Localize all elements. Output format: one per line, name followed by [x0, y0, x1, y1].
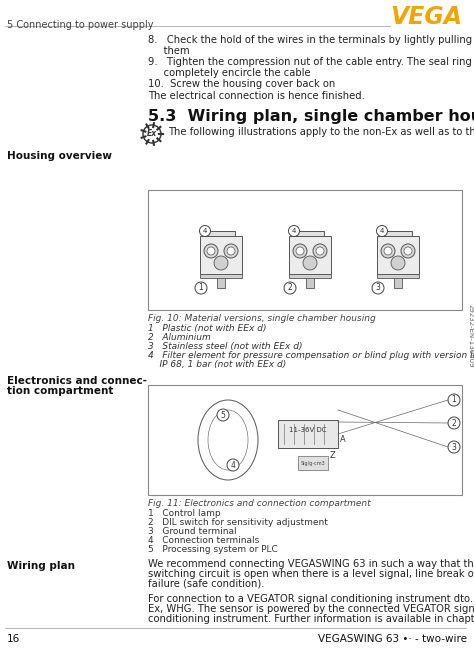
- Text: VEGASWING 63 •· - two-wire: VEGASWING 63 •· - two-wire: [318, 634, 467, 644]
- Circle shape: [207, 247, 215, 255]
- Bar: [200, 236, 242, 274]
- Text: 4: 4: [292, 228, 296, 234]
- Text: 5.3  Wiring plan, single chamber housing: 5.3 Wiring plan, single chamber housing: [148, 109, 474, 124]
- Text: 2: 2: [452, 419, 456, 427]
- Circle shape: [448, 394, 460, 406]
- Text: conditioning instrument. Further information is available in chapter: conditioning instrument. Further informa…: [148, 614, 474, 624]
- Text: 10.  Screw the housing cover back on: 10. Screw the housing cover back on: [148, 79, 335, 89]
- Text: Fig. 10: Material versions, single chamber housing: Fig. 10: Material versions, single chamb…: [148, 314, 376, 323]
- Circle shape: [376, 226, 388, 237]
- Text: completely encircle the cable: completely encircle the cable: [148, 68, 310, 78]
- Bar: [296, 231, 324, 247]
- Circle shape: [401, 244, 415, 258]
- Text: Wiring plan: Wiring plan: [7, 561, 75, 571]
- Circle shape: [372, 282, 384, 294]
- Bar: [394, 274, 402, 288]
- Text: 1   Plastic (not with EEx d): 1 Plastic (not with EEx d): [148, 324, 266, 333]
- Circle shape: [204, 244, 218, 258]
- Circle shape: [224, 244, 238, 258]
- Circle shape: [303, 256, 317, 270]
- Text: 3   Ground terminal: 3 Ground terminal: [148, 527, 237, 536]
- Text: Ex: Ex: [147, 130, 157, 138]
- Circle shape: [200, 226, 210, 237]
- Bar: [289, 274, 331, 278]
- Text: failure (safe condition).: failure (safe condition).: [148, 579, 264, 589]
- Circle shape: [448, 441, 460, 453]
- Text: 3: 3: [375, 284, 381, 292]
- Text: 2: 2: [288, 284, 292, 292]
- Text: 5: 5: [220, 411, 226, 419]
- Text: 5 Connecting to power supply: 5 Connecting to power supply: [7, 20, 154, 30]
- Text: Fig. 11: Electronics and connection compartment: Fig. 11: Electronics and connection comp…: [148, 499, 371, 508]
- Circle shape: [296, 247, 304, 255]
- Text: them: them: [148, 46, 190, 56]
- Circle shape: [448, 417, 460, 429]
- Bar: [217, 274, 225, 288]
- Circle shape: [381, 244, 395, 258]
- Text: VEGA: VEGA: [390, 5, 462, 29]
- Bar: [200, 274, 242, 278]
- Text: 9.   Tighten the compression nut of the cable entry. The seal ring must: 9. Tighten the compression nut of the ca…: [148, 57, 474, 67]
- Circle shape: [313, 244, 327, 258]
- Bar: [148, 190, 462, 310]
- Text: For connection to a VEGATOR signal conditioning instrument dto.: For connection to a VEGATOR signal condi…: [148, 594, 473, 604]
- Text: Housing overview: Housing overview: [7, 151, 112, 161]
- Text: The electrical connection is hence finished.: The electrical connection is hence finis…: [148, 91, 365, 101]
- Text: tion compartment: tion compartment: [7, 386, 113, 396]
- Text: 4: 4: [203, 228, 207, 234]
- Text: Z: Z: [330, 450, 336, 460]
- Text: 1   Control lamp: 1 Control lamp: [148, 509, 220, 518]
- Text: We recommend connecting VEGASWING 63 in such a way that the: We recommend connecting VEGASWING 63 in …: [148, 559, 474, 569]
- Text: A: A: [340, 435, 346, 444]
- Text: 11-36V DC: 11-36V DC: [289, 427, 327, 433]
- Circle shape: [284, 282, 296, 294]
- Text: 4   Filter element for pressure compensation or blind plug with version IP 66/: 4 Filter element for pressure compensati…: [148, 351, 474, 360]
- Text: 4   Connection terminals: 4 Connection terminals: [148, 536, 259, 545]
- Bar: [278, 420, 338, 448]
- Circle shape: [227, 247, 235, 255]
- Circle shape: [214, 256, 228, 270]
- Text: 3: 3: [452, 442, 456, 452]
- Text: 4: 4: [230, 460, 236, 470]
- Circle shape: [391, 256, 405, 270]
- Text: IP 68, 1 bar (not with EEx d): IP 68, 1 bar (not with EEx d): [148, 360, 286, 369]
- Text: 3   Stainless steel (not with EEx d): 3 Stainless steel (not with EEx d): [148, 342, 302, 351]
- Text: 5   Processing system or PLC: 5 Processing system or PLC: [148, 545, 278, 554]
- Text: 2   Aluminium: 2 Aluminium: [148, 333, 211, 342]
- Text: 29232-EN-130409: 29232-EN-130409: [468, 304, 474, 368]
- Text: Electronics and connec-: Electronics and connec-: [7, 376, 147, 386]
- Circle shape: [227, 459, 239, 471]
- Circle shape: [316, 247, 324, 255]
- Text: switching circuit is open when there is a level signal, line break or: switching circuit is open when there is …: [148, 569, 474, 579]
- Bar: [377, 274, 419, 278]
- Bar: [377, 236, 419, 274]
- Bar: [289, 236, 331, 274]
- Circle shape: [384, 247, 392, 255]
- Text: Ex, WHG. The sensor is powered by the connected VEGATOR signal: Ex, WHG. The sensor is powered by the co…: [148, 604, 474, 614]
- Circle shape: [217, 409, 229, 421]
- Bar: [148, 385, 462, 495]
- Circle shape: [289, 226, 300, 237]
- Bar: [384, 231, 412, 247]
- Text: 2   DIL switch for sensitivity adjustment: 2 DIL switch for sensitivity adjustment: [148, 518, 328, 527]
- Bar: [298, 456, 328, 470]
- Circle shape: [293, 244, 307, 258]
- Text: 1: 1: [199, 284, 203, 292]
- Circle shape: [195, 282, 207, 294]
- Circle shape: [404, 247, 412, 255]
- Text: 4: 4: [380, 228, 384, 234]
- Text: 8.   Check the hold of the wires in the terminals by lightly pulling on: 8. Check the hold of the wires in the te…: [148, 35, 474, 45]
- Bar: [207, 231, 235, 247]
- Text: Sig/g-cm3: Sig/g-cm3: [301, 460, 325, 466]
- Text: 16: 16: [7, 634, 20, 644]
- Text: 1: 1: [452, 396, 456, 405]
- Text: The following illustrations apply to the non-Ex as well as to the Ex-d version.: The following illustrations apply to the…: [168, 127, 474, 137]
- Bar: [306, 274, 314, 288]
